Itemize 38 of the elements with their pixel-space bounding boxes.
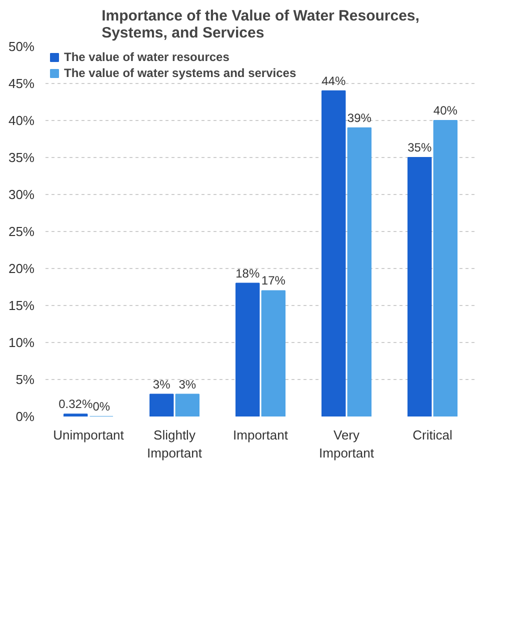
data-label: 39% [347, 110, 372, 125]
y-tick-label: 35% [8, 150, 35, 165]
x-tick-label: Slightly Important [147, 428, 202, 460]
y-tick-label: 10% [8, 335, 35, 350]
data-label: 0.32% [58, 397, 93, 412]
bar [407, 157, 432, 416]
chart-title: Importance of the Value of Water Resources, Systems, and Services [102, 8, 420, 42]
y-tick-label: 5% [16, 372, 35, 387]
data-label: 0% [92, 400, 110, 414]
y-tick-label: 45% [8, 76, 35, 91]
y-tick-label: 40% [8, 113, 35, 128]
y-tick-label: 20% [8, 261, 35, 276]
data-label: 40% [433, 104, 458, 118]
data-label: 18% [236, 266, 260, 280]
bar [433, 120, 458, 416]
data-label: 3% [152, 377, 171, 392]
x-tick-label: Very Important [319, 428, 374, 460]
x-tick-label: Critical [412, 428, 452, 442]
y-tick-label: 30% [8, 187, 35, 202]
y-tick-label: 15% [8, 298, 35, 313]
bar [347, 127, 372, 416]
data-label: 35% [408, 140, 432, 154]
y-tick-label: 50% [8, 39, 35, 54]
bar [175, 394, 200, 416]
data-label: 3% [178, 377, 196, 392]
bar [321, 90, 346, 416]
y-tick-label: 0% [16, 409, 35, 424]
y-tick-label: 25% [8, 224, 35, 239]
data-label: 17% [261, 274, 286, 288]
bar [261, 290, 286, 416]
bar [63, 414, 88, 416]
x-tick-label: Important [233, 428, 288, 442]
legend-label: The value of water resources [64, 50, 230, 64]
bar [235, 282, 260, 416]
x-tick-label: Unimportant [53, 428, 124, 442]
bar [149, 394, 174, 416]
data-label: 44% [322, 74, 346, 88]
legend-label: The value of water systems and services [64, 66, 296, 80]
